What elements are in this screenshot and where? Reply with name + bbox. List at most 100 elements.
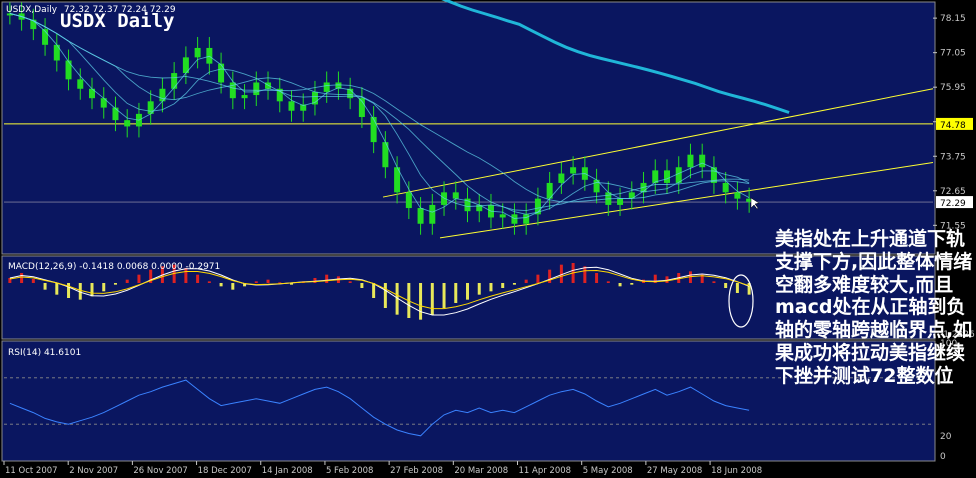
macd-histogram-bar — [559, 264, 563, 283]
candle-body — [675, 167, 682, 183]
macd-histogram-bar — [55, 283, 59, 295]
date-tick-label: 20 Mar 2008 — [454, 466, 508, 476]
macd-histogram-bar — [489, 283, 493, 292]
macd-histogram-bar — [712, 281, 716, 283]
candle-body — [182, 57, 189, 74]
candle-body — [358, 98, 365, 118]
macd-histogram-bar — [325, 274, 329, 283]
candle-body — [663, 170, 670, 183]
candle-body — [347, 88, 354, 99]
macd-histogram-bar — [125, 279, 129, 283]
rsi-axis-tick: 20 — [940, 432, 952, 442]
macd-histogram-bar — [419, 283, 423, 320]
candle-body — [30, 19, 37, 30]
macd-line — [9, 269, 750, 310]
moving-average-line — [9, 12, 750, 215]
candle-body — [499, 214, 506, 218]
macd-histogram-bar — [524, 279, 528, 283]
macd-histogram-bar — [184, 268, 188, 283]
macd-histogram-bar — [113, 283, 117, 285]
candle-body — [405, 192, 412, 209]
candle-body — [710, 167, 717, 183]
macd-histogram-bar — [20, 273, 24, 283]
candle-body — [734, 192, 741, 199]
macd-histogram-bar — [289, 283, 293, 285]
current-price-badge — [936, 196, 973, 209]
macd-histogram-bar — [618, 283, 622, 287]
macd-histogram-bar — [665, 276, 669, 283]
channel-lower-line — [439, 162, 934, 239]
macd-histogram-bar — [43, 283, 47, 290]
price-pane — [1, 1, 936, 255]
macd-histogram-bar — [466, 283, 470, 300]
candle-body — [77, 79, 84, 89]
candle-body — [370, 117, 377, 143]
candle-body — [452, 192, 459, 199]
macd-histogram-bar — [243, 283, 247, 287]
long-moving-average-line — [441, 0, 790, 114]
macd-layer — [8, 263, 754, 328]
moving-average-line — [9, 12, 750, 203]
hline-value-label: 74.78 — [940, 121, 966, 131]
candle-body — [511, 214, 518, 224]
macd-histogram-bar — [383, 283, 387, 308]
date-tick-label: 11 Apr 2008 — [519, 466, 572, 476]
candle-body — [65, 60, 72, 80]
candle-body — [89, 88, 96, 99]
candle-body — [171, 73, 178, 89]
macd-histogram-bar — [231, 283, 235, 290]
macd-histogram-bar — [196, 274, 200, 283]
candle-body — [288, 101, 295, 111]
macd-histogram-bar — [207, 281, 211, 283]
macd-histogram-bar — [372, 283, 376, 298]
macd-histogram-bar — [653, 274, 657, 283]
candle-body — [394, 167, 401, 193]
macd-histogram-bar — [501, 283, 505, 288]
rsi-label: RSI(14) 41.6101 — [8, 348, 81, 358]
macd-histogram-bar — [90, 283, 94, 297]
rsi-line — [9, 379, 750, 437]
candle-body — [534, 198, 541, 215]
date-tick-label: 27 May 2008 — [647, 466, 702, 476]
candle-body — [652, 170, 659, 183]
cursor-arrow-icon — [750, 197, 760, 210]
date-tick-label: 5 May 2008 — [583, 466, 633, 476]
date-tick-label: 27 Feb 2008 — [390, 466, 443, 476]
macd-histogram-bar — [548, 269, 552, 283]
candle-body — [570, 167, 577, 174]
candle-body — [218, 63, 225, 83]
candle-body — [464, 198, 471, 212]
macd-histogram-bar — [102, 283, 106, 292]
macd-histogram-bar — [430, 283, 434, 315]
candle-body — [593, 179, 600, 193]
current-price-label: 72.29 — [940, 199, 966, 209]
candle-body — [311, 91, 318, 105]
candle-body — [476, 204, 483, 212]
macd-histogram-bar — [606, 281, 610, 283]
date-tick-label: 2 Nov 2007 — [69, 466, 118, 476]
candle-body — [546, 182, 553, 199]
macd-histogram-bar — [595, 273, 599, 283]
axis-layer: 78.1577.0575.9574.8573.7572.6571.5574.78… — [3, 14, 975, 476]
candle-body — [194, 47, 201, 58]
macd-highlight-circle — [728, 274, 754, 328]
macd-label: MACD(12,26,9) -0.1418 0.0068 0.0000 -0.2… — [8, 262, 220, 272]
price-tick-label: 73.75 — [940, 152, 966, 162]
rsi-pane — [1, 340, 936, 462]
candle-body — [746, 198, 753, 202]
macd-histogram-bar — [442, 283, 446, 308]
macd-histogram-bar — [348, 281, 352, 283]
candle-body — [300, 104, 307, 111]
candle-body — [335, 82, 342, 89]
candle-body — [253, 82, 260, 96]
candle-body — [42, 29, 49, 45]
macd-histogram-bar — [747, 283, 751, 295]
candle-body — [276, 88, 283, 102]
macd-histogram-bar — [688, 271, 692, 283]
rsi-axis-tick: 100 — [940, 339, 957, 349]
macd-histogram-bar — [536, 274, 540, 283]
candle-body — [147, 101, 154, 114]
macd-histogram-bar — [313, 278, 317, 283]
date-tick-label: 18 Dec 2007 — [198, 466, 252, 476]
